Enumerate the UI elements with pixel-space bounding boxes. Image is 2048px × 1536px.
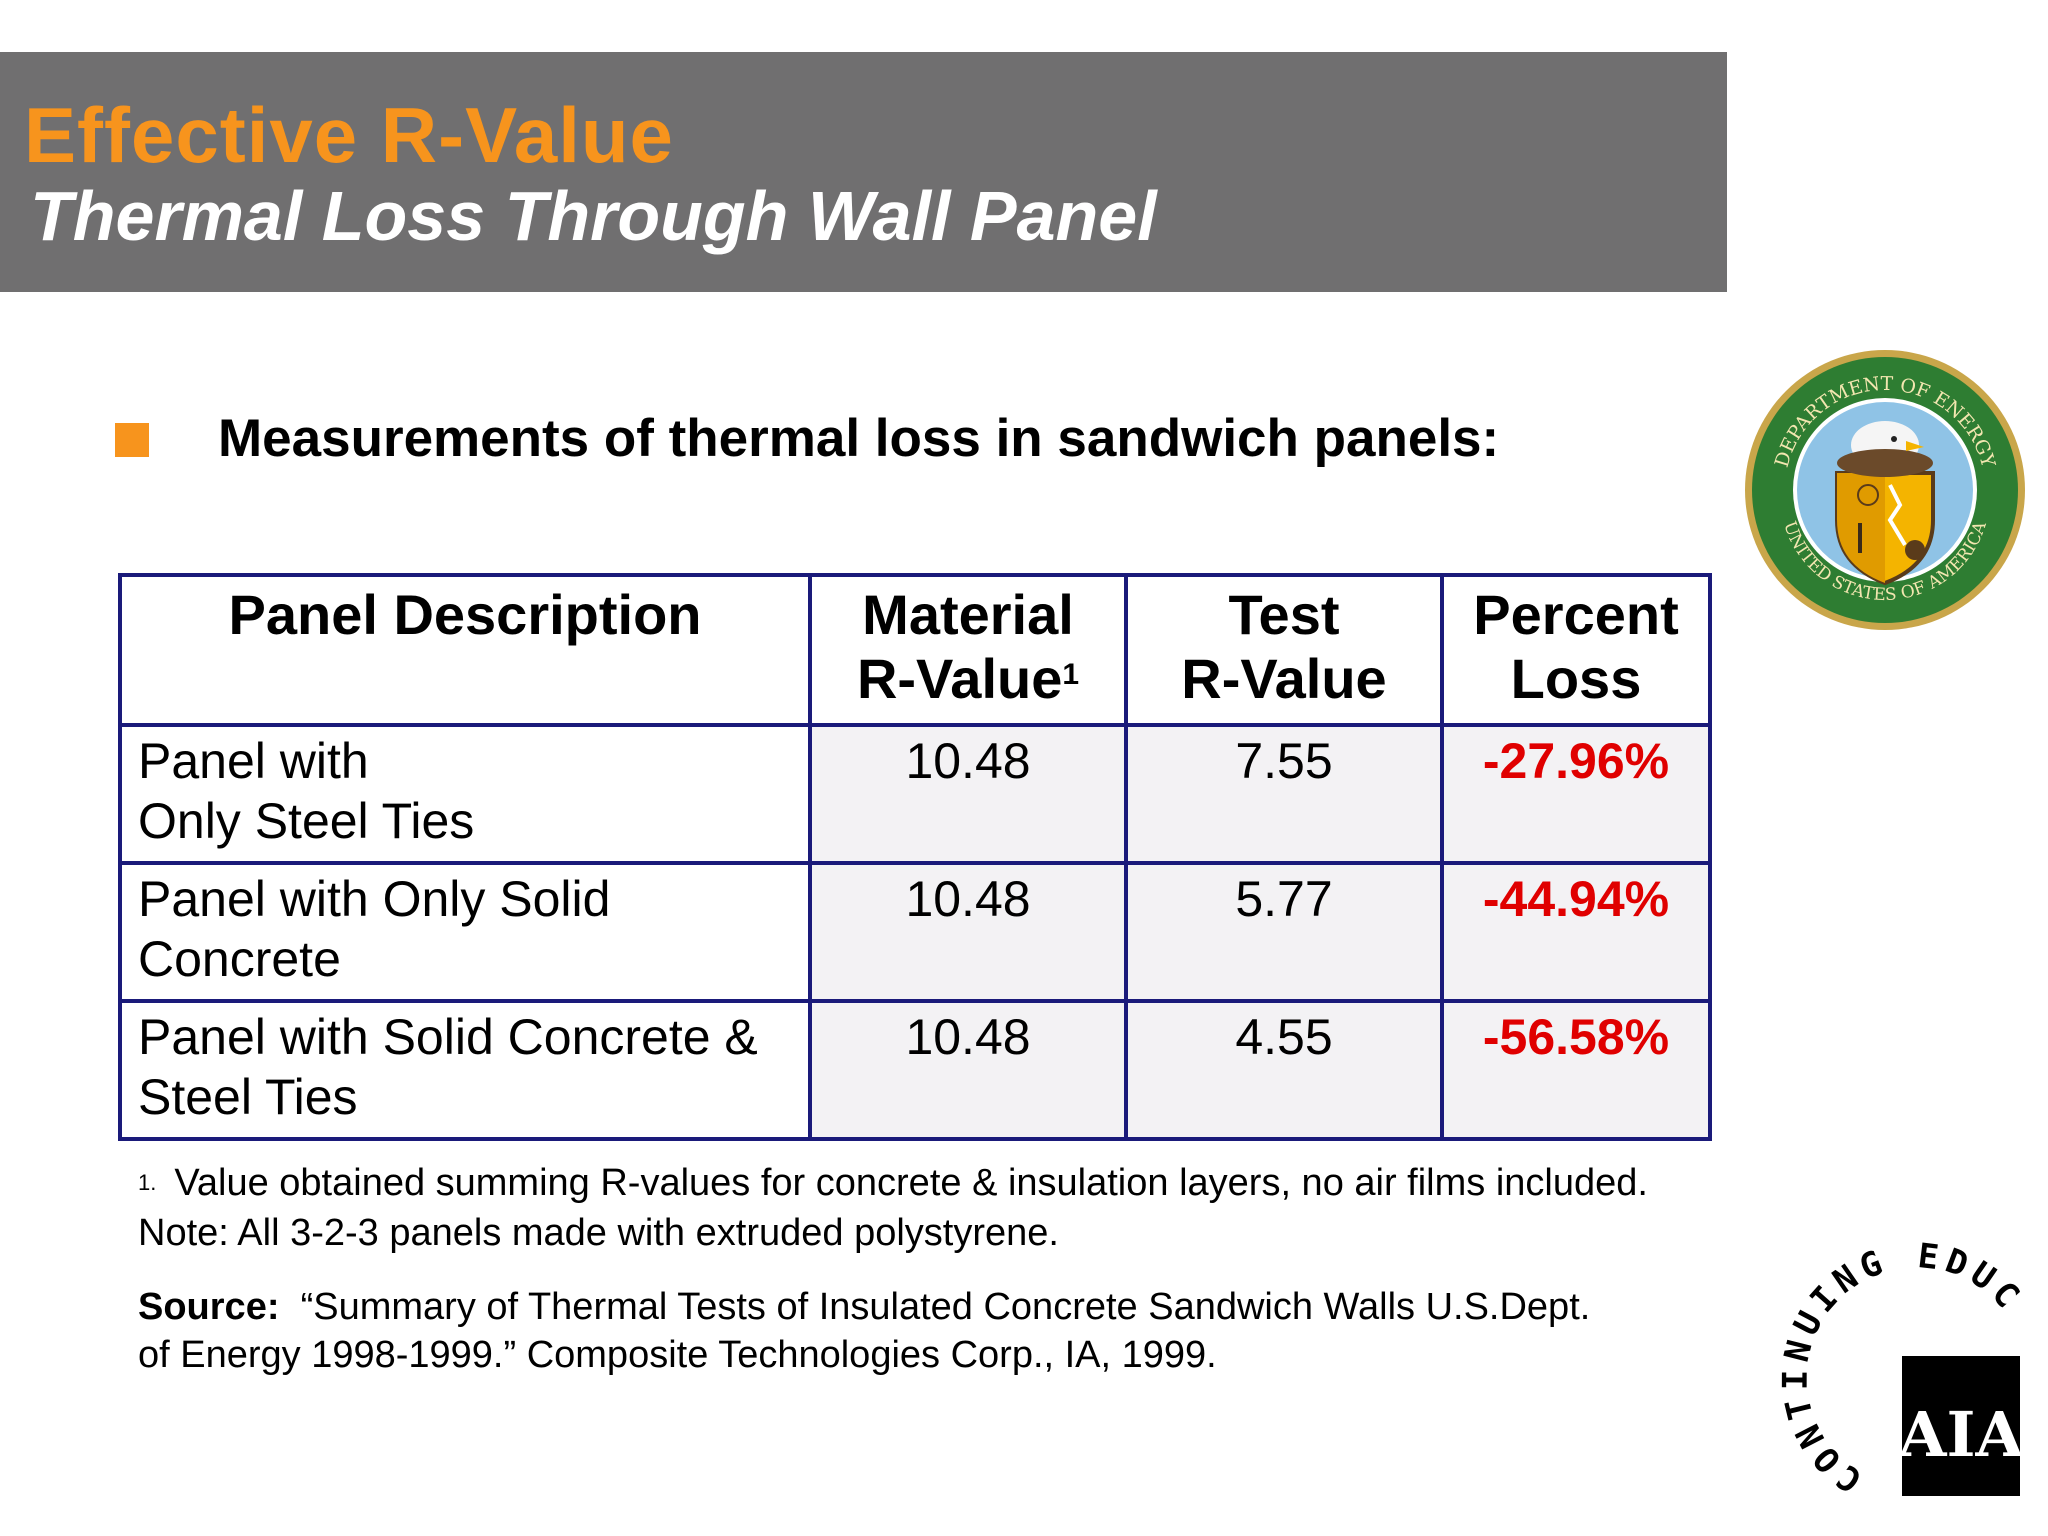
panel-description-cell: Panel with Solid Concrete & Steel Ties [118, 999, 812, 1141]
test-r-value-cell: 5.77 [1124, 861, 1444, 1003]
header-percent-loss: Percent Loss [1440, 573, 1712, 727]
source-line-2: of Energy 1998-1999.” Composite Technolo… [138, 1334, 1217, 1376]
title-bar: Effective R-Value Thermal Loss Through W… [0, 52, 1727, 292]
footnote-marker: 1 [1062, 658, 1080, 691]
header-test-r-value: Test R-Value [1124, 573, 1444, 727]
header-panel-description: Panel Description [118, 573, 812, 727]
slide-title: Effective R-Value [24, 91, 674, 179]
percent-loss-cell: -44.94% [1440, 861, 1712, 1003]
source-line-1: Source: “Summary of Thermal Tests of Ins… [138, 1286, 1591, 1328]
percent-loss-cell: -56.58% [1440, 999, 1712, 1141]
footnote: 1. Value obtained summing R-values for co… [138, 1158, 1648, 1258]
footnote-line-2: Note: All 3-2-3 panels made with extrude… [138, 1212, 1059, 1254]
thermal-loss-table: Panel Description Material R-Value1 Test… [118, 573, 1712, 1141]
material-r-value-cell: 10.48 [808, 723, 1128, 865]
slide-subtitle: Thermal Loss Through Wall Panel [30, 177, 1157, 255]
table-row: Panel with Only Steel Ties 10.48 7.55 -27… [118, 723, 1712, 865]
header-material-r-value: Material R-Value1 [808, 573, 1128, 727]
test-r-value-cell: 7.55 [1124, 723, 1444, 865]
table-row: Panel with Solid Concrete & Steel Ties 10… [118, 999, 1712, 1141]
panel-description-cell: Panel with Only Steel Ties [118, 723, 812, 865]
footnote-number: 1. [138, 1170, 157, 1195]
table-header-row: Panel Description Material R-Value1 Test… [118, 573, 1712, 727]
bullet-square-icon [115, 423, 149, 457]
aia-continuing-education-logo: CONTINUING EDUCATION AIA [1752, 1228, 2025, 1501]
table-row: Panel with Only Solid Concrete 10.48 5.77… [118, 861, 1712, 1003]
footnote-line-1: 1. Value obtained summing R-values for co… [138, 1162, 1648, 1204]
aia-mark-text: AIA [1897, 1398, 2024, 1471]
bullet-text: Measurements of thermal loss in sandwich… [218, 409, 1500, 468]
percent-loss-cell: -27.96% [1440, 723, 1712, 865]
source-label: Source: [138, 1286, 280, 1328]
doe-seal-logo: DEPARTMENT OF ENERGY UNITED STATES OF AM… [1745, 350, 2025, 630]
material-r-value-cell: 10.48 [808, 861, 1128, 1003]
panel-description-cell: Panel with Only Solid Concrete [118, 861, 812, 1003]
test-r-value-cell: 4.55 [1124, 999, 1444, 1141]
material-r-value-cell: 10.48 [808, 999, 1128, 1141]
source-citation: Source: “Summary of Thermal Tests of Ins… [138, 1283, 1590, 1379]
